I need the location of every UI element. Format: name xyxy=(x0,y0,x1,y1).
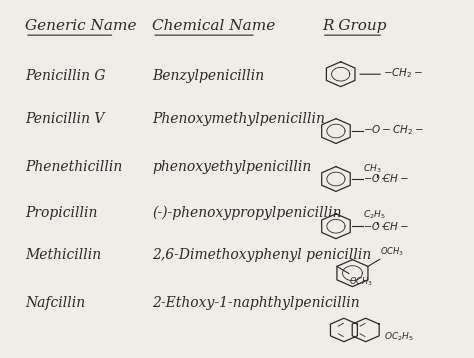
Text: Penicillin V: Penicillin V xyxy=(25,112,104,126)
Text: $CH_3$: $CH_3$ xyxy=(363,162,382,175)
Text: Propicillin: Propicillin xyxy=(25,206,97,220)
Text: $OCH_3$: $OCH_3$ xyxy=(349,275,373,288)
Text: 2-Ethoxy-1-naphthylpenicillin: 2-Ethoxy-1-naphthylpenicillin xyxy=(152,296,360,310)
Text: Penicillin G: Penicillin G xyxy=(25,69,105,83)
Text: $CH-$: $CH-$ xyxy=(382,219,409,232)
Text: $OCH_3$: $OCH_3$ xyxy=(380,245,404,257)
Text: $-O-$: $-O-$ xyxy=(363,172,390,184)
Text: Chemical Name: Chemical Name xyxy=(152,19,275,33)
Text: (-)-phenoxypropylpenicillin: (-)-phenoxypropylpenicillin xyxy=(152,205,342,220)
Text: $CH-$: $CH-$ xyxy=(382,172,409,184)
Text: Methicillin: Methicillin xyxy=(25,248,101,262)
Text: R Group: R Group xyxy=(322,19,386,33)
Text: $OC_2H_5$: $OC_2H_5$ xyxy=(383,331,413,343)
Text: $-CH_2-$: $-CH_2-$ xyxy=(383,66,423,80)
Text: Phenoxymethylpenicillin: Phenoxymethylpenicillin xyxy=(152,112,325,126)
Text: Nafcillin: Nafcillin xyxy=(25,296,85,310)
Text: Phenethicillin: Phenethicillin xyxy=(25,160,122,174)
Text: Generic Name: Generic Name xyxy=(25,19,137,33)
Text: $-O-CH_2-$: $-O-CH_2-$ xyxy=(363,124,424,137)
Text: $C_2H_5$: $C_2H_5$ xyxy=(363,209,386,221)
Text: 2,6-Dimethoxyphenyl penicillin: 2,6-Dimethoxyphenyl penicillin xyxy=(152,248,372,262)
Text: phenoxyethylpenicillin: phenoxyethylpenicillin xyxy=(152,160,311,174)
Text: $-O-$: $-O-$ xyxy=(363,219,390,232)
Text: Benzylpenicillin: Benzylpenicillin xyxy=(152,69,264,83)
